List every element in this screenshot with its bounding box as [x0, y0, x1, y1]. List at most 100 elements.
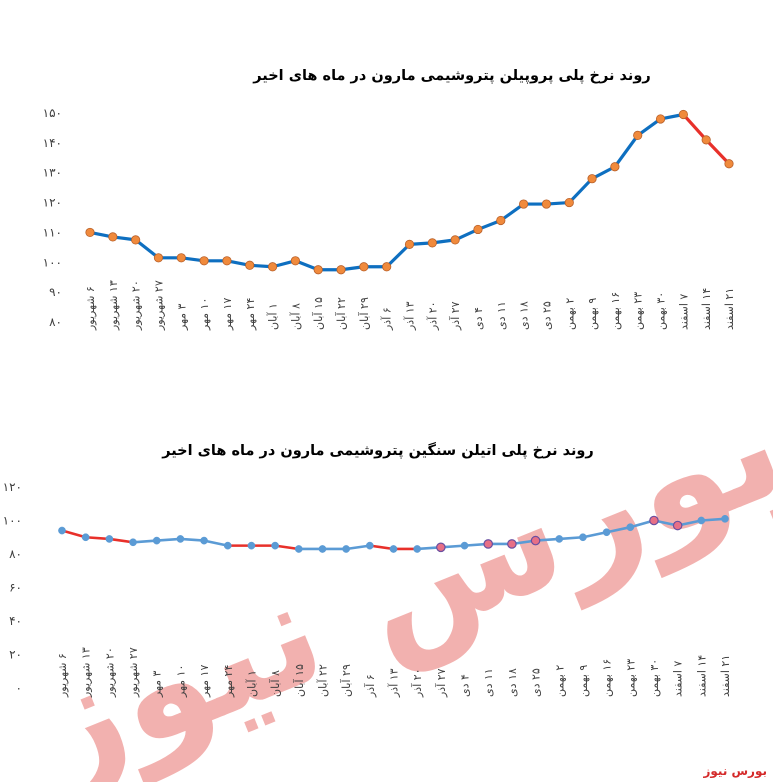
x-tick-label: ۲۳ بهمن — [632, 292, 645, 330]
data-point — [655, 114, 666, 124]
y-tick-label: ۶۰ — [9, 581, 22, 595]
data-point — [359, 262, 369, 272]
x-tick-label: ۱۱ دی — [495, 301, 508, 330]
x-tick-label: ۱۵ آبان — [311, 297, 325, 330]
data-point — [382, 262, 392, 272]
data-point — [721, 514, 729, 523]
x-tick-label: ۶ آذر — [380, 307, 394, 331]
series-segment — [681, 112, 708, 142]
data-point — [105, 535, 114, 543]
watermark: بورس نیوز — [0, 358, 773, 782]
x-tick-label: ۱۴ اسفند — [695, 655, 708, 697]
data-point — [152, 536, 161, 545]
data-point — [413, 545, 422, 553]
data-point — [483, 539, 494, 549]
series-segment — [613, 133, 640, 169]
data-point — [365, 541, 374, 550]
data-point — [427, 238, 437, 248]
series-segment — [636, 117, 663, 137]
x-tick-label: ۲۰ آذر — [410, 668, 424, 698]
data-point — [587, 174, 597, 184]
x-tick-label: ۳۰ بهمن — [655, 292, 668, 330]
data-point — [313, 265, 323, 275]
data-point — [81, 533, 90, 542]
x-tick-label: ۲ بهمن — [553, 665, 566, 697]
series-segment — [368, 544, 395, 551]
data-point — [649, 515, 659, 526]
x-tick-label: ۷ اسفند — [672, 661, 685, 697]
x-tick-label: ۲۴ مهر — [244, 298, 257, 331]
x-tick-label: ۱۳ آذر — [403, 301, 417, 331]
y-tick-label: ۸۰ — [9, 547, 22, 561]
x-tick-label: ۱۳ شهریور — [80, 647, 93, 698]
series-segment — [134, 238, 161, 260]
x-tick-label: ۲۱ اسفند — [723, 288, 736, 330]
series-segment — [344, 544, 372, 551]
data-point — [318, 545, 327, 553]
data-point — [336, 265, 346, 275]
x-tick-label: ۱۸ دی — [506, 668, 519, 697]
data-point — [389, 545, 398, 553]
x-tick-label: ۲۳ بهمن — [624, 659, 637, 697]
x-tick-label: ۲۰ آذر — [425, 301, 439, 331]
data-point — [496, 215, 506, 226]
data-point — [223, 541, 232, 550]
x-tick-label: ۲۲ آبان — [334, 297, 348, 330]
data-point — [602, 528, 611, 537]
data-point — [579, 533, 587, 542]
data-point — [507, 539, 517, 549]
data-point — [342, 545, 350, 553]
x-tick-label: ۱۰ مهر — [174, 665, 187, 698]
data-point — [245, 260, 255, 270]
x-tick-label: ۹ بهمن — [577, 665, 590, 697]
data-point — [626, 523, 635, 532]
data-point — [200, 536, 208, 545]
x-tick-label: ۱۶ بهمن — [609, 292, 622, 330]
x-tick-label: ۳ مهر — [151, 670, 164, 698]
data-point — [530, 535, 541, 546]
x-tick-label: ۲۱ اسفند — [719, 655, 732, 697]
x-tick-label: ۶ شهریور — [56, 653, 69, 698]
series-segment — [605, 525, 632, 534]
x-tick-label: ۱۱ دی — [482, 668, 495, 697]
data-point — [701, 135, 711, 145]
series-segment — [700, 517, 727, 522]
x-tick-label: ۱۶ بهمن — [601, 659, 614, 697]
data-point — [176, 253, 186, 263]
x-tick-label: ۲۹ آبان — [357, 297, 371, 330]
x-tick-label: ۱۵ آبان — [292, 664, 306, 697]
x-tick-label: ۱۷ مهر — [221, 298, 234, 331]
series-segment — [202, 539, 230, 547]
x-tick-label: ۸ آبان — [288, 303, 302, 330]
data-point — [633, 130, 643, 140]
x-tick-label: ۲۲ آبان — [315, 664, 329, 697]
data-point — [267, 262, 278, 272]
x-tick-label: ۱۰ مهر — [198, 298, 211, 331]
y-tick-label: ۸۰ — [49, 315, 62, 329]
x-tick-label: ۲۷ آذر — [448, 301, 462, 331]
data-point — [404, 239, 415, 249]
data-point — [724, 159, 734, 169]
x-tick-label: ۱۴ اسفند — [700, 288, 713, 330]
series-segment — [704, 138, 731, 166]
watermark-text: بورس نیوز — [0, 358, 773, 782]
x-tick-label: ۱۳ آذر — [387, 668, 401, 698]
x-tick-label: ۱ آبان — [244, 670, 258, 697]
data-point — [555, 535, 564, 543]
polypropylene-chart: روند نرخ پلی پروپیلن پتروشیمی مارون در م… — [43, 68, 736, 331]
chart-title: روند نرخ پلی پروپیلن پتروشیمی مارون در م… — [252, 68, 650, 84]
x-tick-label: ۹ بهمن — [586, 298, 599, 330]
data-point — [271, 541, 279, 550]
hdpe-chart: روند نرخ پلی اتیلن سنگین پتروشیمی مارون … — [3, 441, 732, 698]
y-tick-label: ۱۱۰ — [43, 225, 62, 239]
data-point — [129, 538, 137, 547]
data-point — [153, 253, 164, 263]
series-segment — [499, 202, 526, 223]
y-tick-label: ۱۵۰ — [43, 106, 62, 120]
data-point — [678, 109, 688, 120]
data-point — [564, 197, 574, 208]
series-segment — [385, 242, 412, 269]
data-point — [541, 199, 552, 209]
x-tick-label: ۲۵ دی — [530, 668, 543, 697]
y-tick-label: ۱۳۰ — [43, 166, 62, 180]
